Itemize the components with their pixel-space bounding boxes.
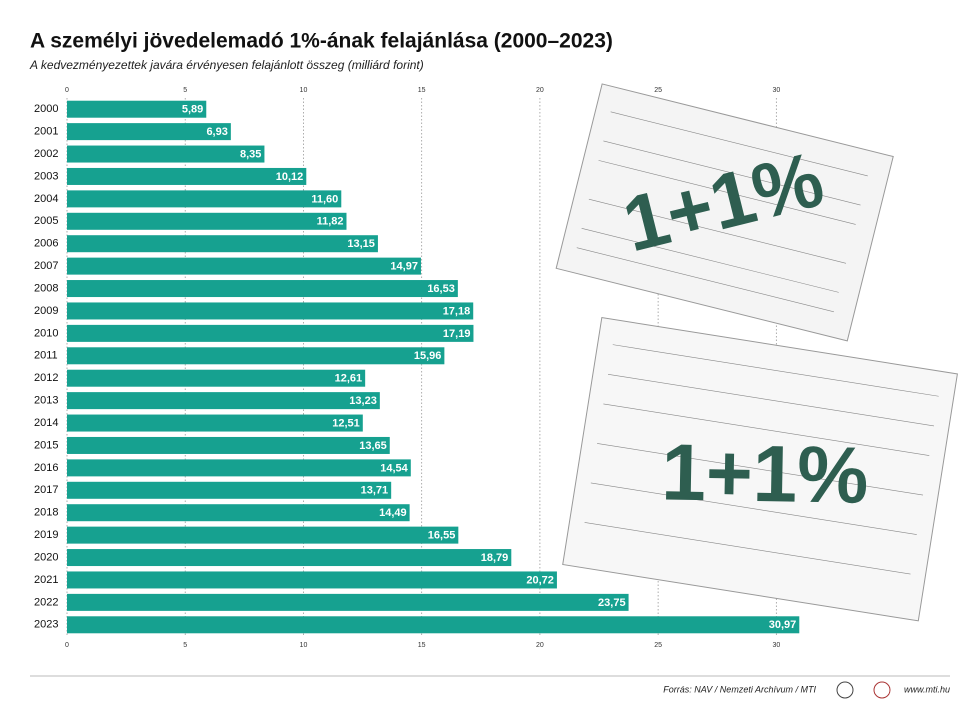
value-label: 13,65 [359, 440, 387, 452]
y-tick-label: 2015 [34, 439, 58, 451]
value-label: 14,97 [390, 261, 418, 273]
x-tick-label: 5 [183, 642, 187, 649]
bar [67, 302, 474, 320]
logo [873, 681, 891, 699]
x-tick-label: 30 [772, 87, 780, 94]
y-tick-label: 2013 [34, 395, 58, 407]
bar [67, 347, 445, 365]
logo [836, 681, 854, 699]
value-label: 8,35 [240, 148, 261, 160]
x-tick-label: 15 [418, 87, 426, 94]
x-tick-label: 25 [654, 642, 662, 649]
x-tick-label: 5 [183, 87, 187, 94]
y-tick-label: 2021 [34, 574, 58, 586]
bar [67, 526, 459, 544]
value-label: 17,19 [443, 328, 471, 340]
value-label: 11,82 [317, 216, 344, 228]
bar [67, 280, 458, 298]
value-label: 23,75 [598, 597, 626, 609]
value-label: 30,97 [769, 619, 797, 631]
value-label: 11,60 [311, 193, 338, 205]
y-tick-label: 2011 [34, 350, 58, 362]
value-label: 6,93 [206, 126, 227, 138]
x-tick-label: 25 [654, 87, 662, 94]
value-label: 13,23 [349, 395, 377, 407]
value-label: 18,79 [481, 552, 509, 564]
x-tick-label: 0 [65, 87, 69, 94]
value-label: 10,12 [276, 171, 304, 183]
value-label: 14,49 [379, 507, 407, 519]
form-text: 1+1% [661, 427, 869, 520]
x-tick-label: 10 [300, 642, 308, 649]
bar [67, 459, 411, 477]
bar [67, 504, 410, 522]
value-label: 20,72 [526, 574, 554, 586]
y-tick-label: 2014 [34, 417, 58, 429]
y-tick-label: 2008 [34, 282, 58, 294]
value-label: 16,55 [428, 530, 456, 542]
x-tick-label: 20 [536, 87, 544, 94]
bar [67, 593, 629, 611]
y-tick-label: 2007 [34, 260, 58, 272]
chart-title: A személyi jövedelemadó 1%-ának felajánl… [30, 30, 613, 53]
x-tick-label: 10 [300, 87, 308, 94]
website: www.mti.hu [904, 684, 950, 694]
y-tick-label: 2010 [34, 327, 58, 339]
y-tick-label: 2002 [34, 148, 58, 160]
bar [67, 616, 800, 634]
value-label: 5,89 [182, 104, 203, 116]
y-tick-label: 2016 [34, 462, 58, 474]
value-label: 16,53 [427, 283, 455, 295]
bar [67, 392, 380, 410]
chart-subtitle: A kedvezményezettek javára érvényesen fe… [29, 58, 424, 72]
bar [67, 100, 207, 118]
value-label: 12,51 [332, 417, 360, 429]
bar [67, 549, 512, 567]
bar [67, 414, 363, 432]
bar [67, 571, 557, 589]
y-tick-label: 2017 [34, 484, 58, 496]
y-tick-label: 2005 [34, 215, 58, 227]
y-tick-label: 2000 [34, 103, 58, 115]
x-tick-label: 20 [536, 642, 544, 649]
y-tick-label: 2022 [34, 596, 58, 608]
bar [67, 481, 392, 499]
source: Forrás: NAV / Nemzeti Archívum / MTI [663, 684, 816, 694]
value-label: 15,96 [414, 350, 442, 362]
bar [67, 167, 307, 185]
y-tick-label: 2001 [34, 126, 58, 138]
y-tick-label: 2018 [34, 507, 58, 519]
bar [67, 369, 366, 387]
photo: 1+1% 1+1% [555, 83, 958, 622]
y-tick-label: 2009 [34, 305, 58, 317]
bar [67, 235, 378, 253]
y-tick-label: 2023 [34, 619, 58, 631]
bar [67, 145, 265, 163]
y-tick-label: 2003 [34, 170, 58, 182]
form-paper [555, 83, 894, 342]
y-tick-label: 2020 [34, 551, 58, 563]
y-tick-label: 2004 [34, 193, 58, 205]
y-tick-label: 2006 [34, 238, 58, 250]
bar [67, 190, 342, 208]
bar [67, 257, 421, 275]
bar [67, 324, 474, 342]
y-tick-label: 2012 [34, 372, 58, 384]
bar [67, 212, 347, 230]
x-tick-label: 15 [418, 642, 426, 649]
value-label: 12,61 [335, 373, 363, 385]
x-tick-label: 30 [772, 642, 780, 649]
value-label: 14,54 [380, 462, 408, 474]
value-label: 17,18 [443, 305, 471, 317]
y-tick-label: 2019 [34, 529, 58, 541]
bar [67, 436, 390, 454]
value-label: 13,15 [347, 238, 375, 250]
bar [67, 123, 231, 141]
value-label: 13,71 [361, 485, 389, 497]
x-tick-label: 0 [65, 642, 69, 649]
